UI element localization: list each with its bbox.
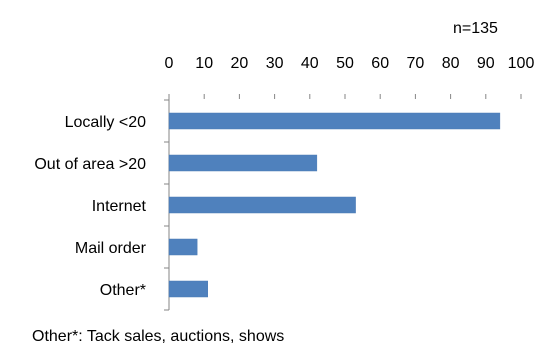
sample-size-annotation: n=135 [453, 20, 498, 37]
bar [168, 154, 318, 172]
x-tick-label: 50 [336, 55, 354, 72]
bar [168, 196, 356, 214]
x-tick-label: 40 [301, 55, 319, 72]
x-tick-label: 90 [477, 55, 495, 72]
bar [168, 280, 208, 298]
x-axis-tick-labels: 0 10 20 30 40 50 60 70 80 90 100 [165, 55, 535, 72]
category-labels: Locally <20 Out of area >20 Internet Mail o… [34, 114, 146, 299]
category-label: Out of area >20 [34, 156, 146, 173]
category-label: Locally <20 [65, 114, 146, 131]
x-tick-label: 30 [266, 55, 284, 72]
category-label: Internet [92, 198, 147, 215]
x-tick-label: 100 [508, 55, 535, 72]
x-tick-label: 60 [371, 55, 389, 72]
bar-series [168, 112, 501, 298]
x-tick-label: 20 [231, 55, 249, 72]
category-label: Mail order [75, 240, 147, 257]
x-tick-label: 10 [195, 55, 213, 72]
x-tick-label: 70 [407, 55, 425, 72]
bar [168, 112, 501, 130]
category-label: Other* [100, 282, 146, 299]
footnote: Other*: Tack sales, auctions, shows [32, 328, 285, 345]
x-tick-label: 80 [442, 55, 460, 72]
bar [168, 238, 198, 256]
x-tick-label: 0 [165, 55, 174, 72]
